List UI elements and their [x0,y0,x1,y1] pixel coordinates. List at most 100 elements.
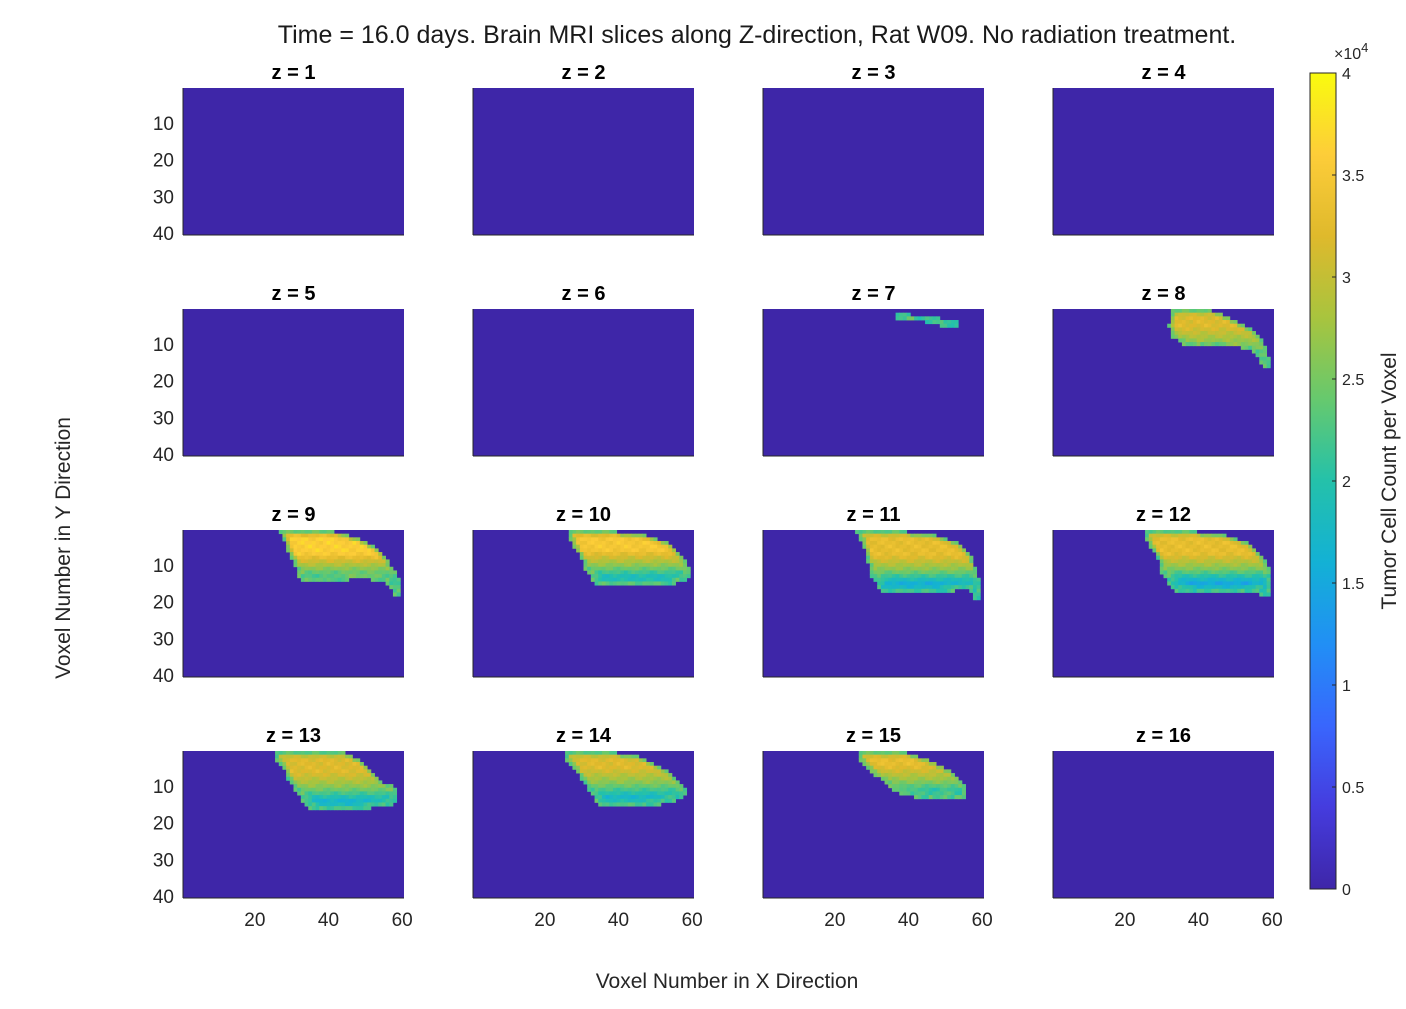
voxel [300,541,305,546]
voxel [1189,588,1194,593]
voxel [620,769,625,774]
voxel [1215,555,1220,560]
voxel [1189,334,1194,339]
voxel [381,791,386,796]
voxel [1192,559,1198,564]
voxel [1189,585,1194,590]
voxel [311,537,316,542]
voxel [359,548,364,553]
voxel [657,765,662,770]
voxel [1196,544,1201,549]
voxel [1207,537,1212,542]
voxel [311,780,316,785]
voxel [1266,588,1271,593]
voxel [906,585,911,590]
voxel [657,776,662,781]
voxel [1174,588,1179,593]
voxel [943,574,948,579]
voxel [1237,570,1242,575]
voxel [936,769,941,774]
voxel [1244,331,1249,336]
voxel [1148,530,1153,535]
voxel [631,570,636,575]
voxel [906,762,911,767]
panel-title: z = 2 [562,62,606,84]
voxel [352,566,357,571]
voxel [668,559,673,564]
voxel [914,585,919,590]
voxel [1215,320,1220,325]
voxel [1240,585,1245,590]
voxel [884,773,889,778]
voxel [1211,338,1216,343]
voxel [1262,353,1268,358]
panel-title: z = 9 [272,504,316,526]
voxel [635,754,640,759]
x-tick-label: 40 [898,910,919,931]
voxel [289,537,294,542]
voxel [1259,342,1264,347]
voxel [1248,570,1253,575]
voxel [1192,574,1198,579]
voxel [884,570,889,575]
voxel [1255,345,1260,350]
voxel [300,754,305,759]
voxel [880,577,885,582]
voxel [947,773,952,778]
voxel [671,552,676,557]
colorbar-exponent-base: ×10 [1334,46,1361,63]
voxel [635,773,640,778]
voxel [616,802,621,807]
voxel [653,574,658,579]
voxel [616,776,621,781]
voxel [880,570,885,575]
voxel [1178,316,1183,321]
voxel [638,541,643,546]
voxel [620,765,625,770]
voxel [304,577,309,582]
voxel [1200,566,1205,571]
voxel [1159,544,1164,549]
voxel [939,323,944,328]
voxel [590,773,595,778]
voxel [649,563,654,568]
voxel [1152,544,1157,549]
voxel [914,776,919,781]
voxel [1170,323,1175,328]
voxel [888,765,893,770]
voxel [1266,592,1271,597]
voxel [359,555,364,560]
voxel [888,555,893,560]
voxel [605,787,610,792]
voxel [947,588,952,593]
voxel [598,780,603,785]
voxel [1244,552,1249,557]
voxel [627,765,632,770]
voxel [348,780,353,785]
voxel [293,537,298,542]
voxel [609,555,614,560]
voxel [1178,588,1183,593]
voxel [601,780,606,785]
voxel [1185,533,1190,538]
voxel [1251,338,1256,343]
voxel [969,577,974,582]
voxel [1266,577,1271,582]
x-tick-label: 60 [392,910,413,931]
y-tick-label: 30 [153,850,174,871]
voxel [1174,323,1179,328]
voxel [921,555,926,560]
voxel [601,751,606,756]
voxel [869,559,874,564]
voxel [326,769,331,774]
voxel [869,758,874,763]
voxel [315,541,320,546]
voxel [1204,309,1209,314]
voxel [1226,327,1231,332]
voxel [664,776,669,781]
voxel [1229,548,1234,553]
voxel [609,787,614,792]
voxel [352,773,357,778]
voxel [359,563,364,568]
colorbar-tick-label: 1.5 [1342,576,1364,593]
